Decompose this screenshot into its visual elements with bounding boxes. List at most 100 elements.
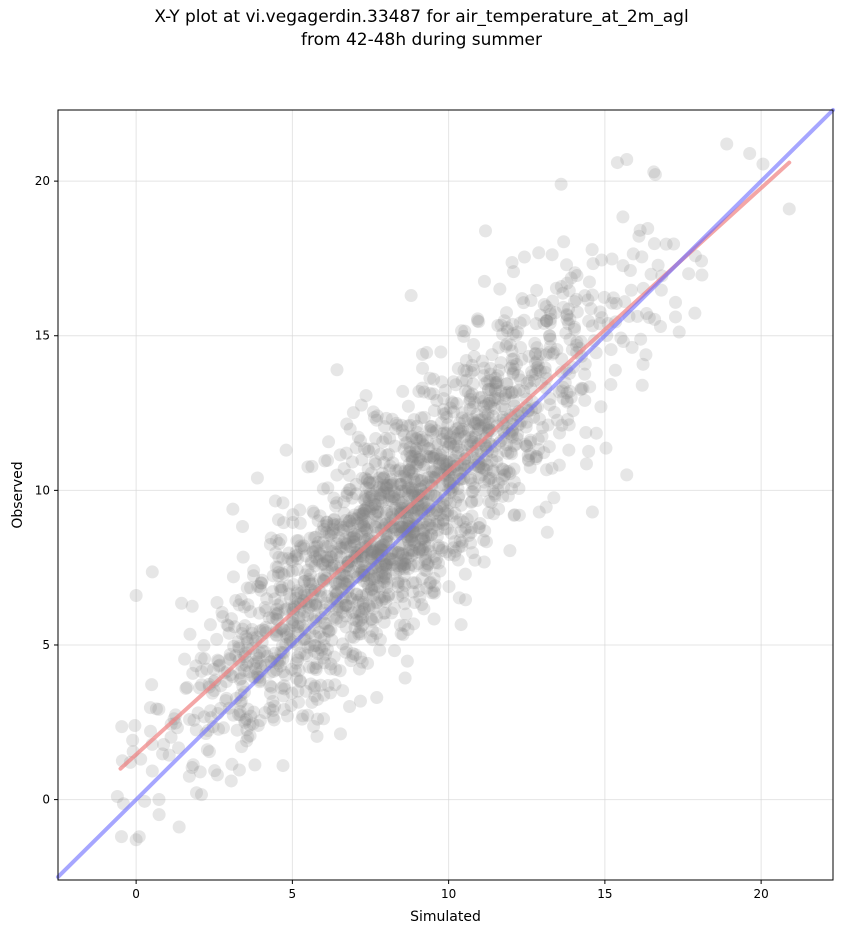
scatter-point	[370, 571, 384, 585]
scatter-point	[454, 618, 468, 632]
scatter-point	[302, 660, 316, 674]
scatter-point	[552, 458, 566, 472]
scatter-point	[439, 406, 453, 420]
scatter-point	[393, 477, 407, 491]
scatter-point	[369, 431, 383, 445]
scatter-point	[234, 672, 248, 686]
scatter-point	[403, 463, 417, 477]
scatter-point	[339, 642, 353, 656]
scatter-point	[429, 447, 443, 461]
scatter-point	[382, 493, 396, 507]
y-tick-label: 5	[42, 638, 50, 652]
scatter-point	[500, 438, 514, 452]
scatter-point	[466, 377, 480, 391]
scatter-point	[263, 679, 277, 693]
scatter-point	[339, 540, 353, 554]
scatter-point	[476, 394, 490, 408]
scatter-point	[424, 528, 438, 542]
scatter-point	[240, 734, 254, 748]
scatter-point	[330, 496, 344, 510]
scatter-point	[396, 589, 410, 603]
scatter-point	[308, 679, 322, 693]
scatter-point	[474, 413, 488, 427]
scatter-point	[436, 517, 450, 531]
scatter-point	[492, 363, 506, 377]
scatter-point	[396, 628, 410, 642]
scatter-point	[546, 347, 560, 361]
scatter-point	[437, 499, 451, 513]
scatter-point	[391, 576, 405, 590]
scatter-point	[298, 568, 312, 582]
scatter-point	[129, 833, 143, 847]
scatter-point	[309, 530, 323, 544]
scatter-point	[267, 713, 281, 727]
scatter-point	[405, 549, 419, 563]
scatter-point	[410, 419, 424, 433]
scatter-point	[585, 243, 599, 257]
scatter-point	[466, 485, 480, 499]
scatter-point	[543, 316, 557, 330]
y-tick-label: 10	[35, 483, 50, 497]
scatter-point	[370, 515, 384, 529]
scatter-point	[343, 482, 357, 496]
scatter-point	[342, 520, 356, 534]
scatter-point	[266, 703, 280, 717]
scatter-point	[454, 525, 468, 539]
scatter-point	[285, 554, 299, 568]
scatter-point	[385, 557, 399, 571]
scatter-point	[386, 456, 400, 470]
scatter-point	[337, 495, 351, 509]
scatter-point	[568, 322, 582, 336]
scatter-point	[426, 464, 440, 478]
scatter-point	[375, 538, 389, 552]
scatter-point	[507, 265, 521, 279]
scatter-point	[433, 452, 447, 466]
scatter-point	[356, 595, 370, 609]
scatter-point	[271, 606, 285, 620]
scatter-point	[384, 478, 398, 492]
scatter-point	[373, 541, 387, 555]
scatter-point	[306, 545, 320, 559]
scatter-point	[276, 665, 290, 679]
scatter-point	[475, 390, 489, 404]
scatter-point	[562, 418, 576, 432]
scatter-point	[416, 437, 430, 451]
scatter-point	[459, 384, 473, 398]
scatter-point	[206, 720, 220, 734]
scatter-point	[574, 335, 588, 349]
scatter-point	[200, 662, 214, 676]
scatter-point	[497, 469, 511, 483]
scatter-point	[420, 449, 434, 463]
scatter-point	[530, 341, 544, 355]
scatter-point	[212, 659, 226, 673]
scatter-point	[363, 504, 377, 518]
scatter-point	[339, 598, 353, 612]
scatter-point	[438, 522, 452, 536]
scatter-point	[372, 471, 386, 485]
scatter-point	[263, 701, 277, 715]
scatter-point	[461, 412, 475, 426]
identity-line	[56, 108, 835, 879]
scatter-point	[530, 361, 544, 375]
scatter-point	[436, 432, 450, 446]
scatter-point	[342, 483, 356, 497]
scatter-point	[483, 367, 497, 381]
scatter-point	[338, 568, 352, 582]
scatter-point	[366, 405, 380, 419]
scatter-point	[311, 712, 325, 726]
scatter-point	[254, 583, 268, 597]
scatter-point	[359, 504, 373, 518]
scatter-point	[448, 432, 462, 446]
scatter-point	[256, 623, 270, 637]
scatter-point	[418, 539, 432, 553]
scatter-point	[358, 601, 372, 615]
scatter-point	[185, 761, 199, 775]
scatter-point	[451, 440, 465, 454]
scatter-point	[474, 461, 488, 475]
scatter-point	[380, 478, 394, 492]
scatter-point	[436, 454, 450, 468]
scatter-point	[484, 383, 498, 397]
scatter-point	[406, 484, 420, 498]
scatter-point	[342, 468, 356, 482]
scatter-point	[380, 448, 394, 462]
